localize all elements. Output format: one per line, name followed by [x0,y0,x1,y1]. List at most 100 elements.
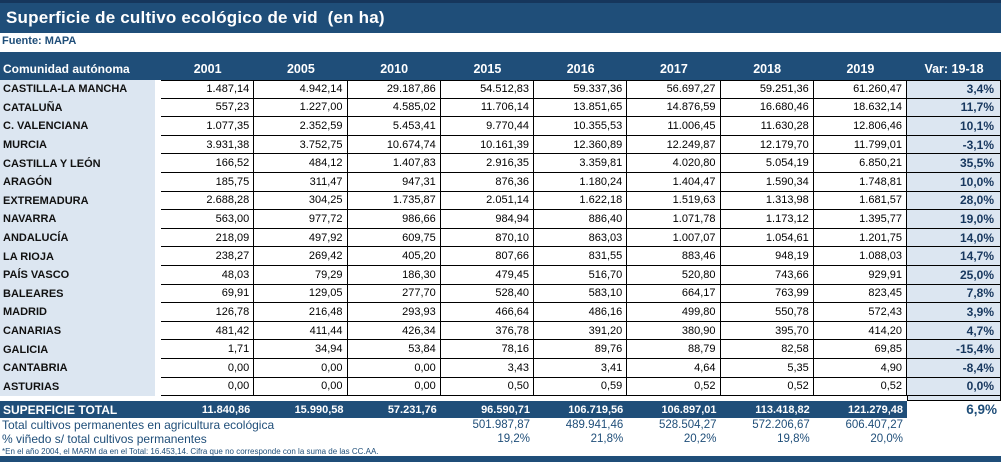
value-cell: 1.054,61 [720,228,814,248]
region-name-cell: GALICIA [0,340,155,359]
vineyard-pct-value-cell: 20,2% [683,433,717,445]
value-cell: 1.313,98 [720,191,814,211]
value-cell: 53,84 [347,340,441,359]
total-value-cell: 121.279,48 [847,403,903,416]
value-cell: 2.688,28 [161,191,255,211]
value-cell: 411,44 [254,321,348,341]
value-cell: 12.249,87 [627,135,721,155]
region-name-cell: CANARIAS [0,321,155,341]
value-cell: 185,75 [161,172,255,192]
table-row: PAÍS VASCO 48,03 79,29 186,30 479,45 516,70 52… [0,265,1001,285]
value-cell: 0,52 [720,377,814,397]
value-cell: 4.942,14 [254,80,348,99]
column-header-year: 2018 [753,62,782,76]
value-cell: 10.674,74 [347,135,441,155]
variation-cell: 7,8% [907,284,1001,304]
value-cell: 10.161,39 [440,135,534,155]
value-cell: 743,66 [720,265,814,285]
value-cell: 48,03 [161,265,255,285]
footnote: *En el año 2004, el MARM da en el Total:… [2,446,379,456]
value-cell: 29.187,86 [347,80,441,99]
value-cell: 395,70 [720,321,814,341]
value-cell: 0,00 [254,358,348,378]
value-cell: 11.799,01 [813,135,907,155]
value-cell: 466,64 [440,303,534,322]
value-cell: 54.512,83 [440,80,534,99]
value-cell: 1.007,07 [627,228,721,248]
table-row: MADRID 126,78 216,48 293,93 466,64 486,16 499,… [0,303,1001,322]
value-cell: 216,48 [254,303,348,322]
value-cell: 426,34 [347,321,441,341]
value-cell: 218,09 [161,228,255,248]
region-name-cell: CATALUÑA [0,98,155,118]
value-cell: 238,27 [161,247,255,266]
value-cell: 0,00 [347,377,441,397]
total-value-cell: 15.990,58 [294,403,344,416]
value-cell: 1.590,34 [720,172,814,192]
value-cell: 0,59 [534,377,628,397]
total-value-cell: 106.719,56 [568,403,624,416]
vineyard-pct-value-cell: 20,0% [870,433,903,445]
value-cell: 1.077,35 [161,117,255,136]
vineyard-pct-value-cell: 19,2% [497,433,530,445]
total-band: SUPERFICIE TOTAL 11.840,86 15.990,58 57.231… [0,401,907,418]
permanent-crops-value-cell [348,418,441,432]
total-value-cell: 11.840,86 [201,403,251,416]
value-cell: 3.752,75 [254,135,348,155]
column-header-year: 2017 [659,62,688,76]
value-cell: 763,99 [720,284,814,304]
variation-cell: -15,4% [907,340,1001,359]
value-cell: 1.487,14 [161,80,255,99]
value-cell: 69,85 [813,340,907,359]
value-cell: 2.352,59 [254,117,348,136]
table-row: BALEARES 69,91 129,05 277,70 528,40 583,10 664… [0,284,1001,304]
region-name-cell: PAÍS VASCO [0,265,155,285]
value-cell: 414,20 [813,321,907,341]
value-cell: 886,40 [534,210,628,229]
table-row: CANTABRIA 0,00 0,00 0,00 3,43 3,41 4,64 5,35 4,9… [0,358,1001,378]
variation-cell: 10,1% [907,117,1001,136]
value-cell: 563,00 [161,210,255,229]
table-row: C. VALENCIANA 1.077,35 2.352,59 5.453,41 9.7… [0,117,1001,136]
region-name-cell: LA RIOJA [0,247,155,266]
variation-cell: 25,0% [907,265,1001,285]
value-cell: 11.706,14 [440,98,534,118]
bottom-border [0,456,1001,462]
total-value-cell: 96.590,71 [481,403,530,416]
table-row: EXTREMADURA 2.688,28 304,25 1.735,87 2.051,1… [0,191,1001,211]
value-cell: 583,10 [534,284,628,304]
value-cell: 376,78 [440,321,534,341]
value-cell: 4.020,80 [627,154,721,173]
value-cell: 269,42 [254,247,348,266]
value-cell: 497,92 [254,228,348,248]
permanent-crops-label: Total cultivos permanentes en agricultur… [2,418,275,432]
vineyard-percentage-row: 19,2% 21,8% 20,2% 19,8% 20,0% % viñedo s/ tot… [0,432,1001,446]
value-cell: 486,16 [534,303,628,322]
column-header-year: 2019 [846,62,875,76]
value-cell: 12.360,89 [534,135,628,155]
top-border [0,0,1001,3]
value-cell: 1.071,78 [627,210,721,229]
region-name-cell: CANTABRIA [0,358,155,378]
value-cell: 947,31 [347,172,441,192]
vineyard-pct-value-cell: 21,8% [590,433,624,445]
permanent-crops-value-cell: 606.407,27 [845,419,903,431]
table-body: CASTILLA-LA MANCHA 1.487,14 4.942,14 29.187… [0,80,1001,397]
value-cell: 3.359,81 [534,154,628,173]
value-cell: 479,45 [440,265,534,285]
region-name-cell: CASTILLA-LA MANCHA [0,80,155,99]
value-cell: 12.806,46 [813,117,907,136]
value-cell: 56.697,27 [627,80,721,99]
table-row: ASTURIAS 0,00 0,00 0,00 0,50 0,59 0,52 0,52 0,52… [0,377,1001,397]
value-cell: 520,80 [627,265,721,285]
variation-cell: 3,9% [907,303,1001,322]
value-cell: 1.735,87 [347,191,441,211]
variation-cell: 3,4% [907,80,1001,99]
value-cell: 572,43 [813,303,907,322]
region-name-cell: EXTREMADURA [0,191,155,211]
table-row: NAVARRA 563,00 977,72 986,66 984,94 886,40 1.0… [0,210,1001,229]
table-header-row: Comunidad autónoma 2001 2005 2010 2015 2016 20… [0,52,1001,80]
value-cell: 79,29 [254,265,348,285]
value-cell: 0,52 [813,377,907,397]
source-label: Fuente: MAPA [2,34,77,47]
